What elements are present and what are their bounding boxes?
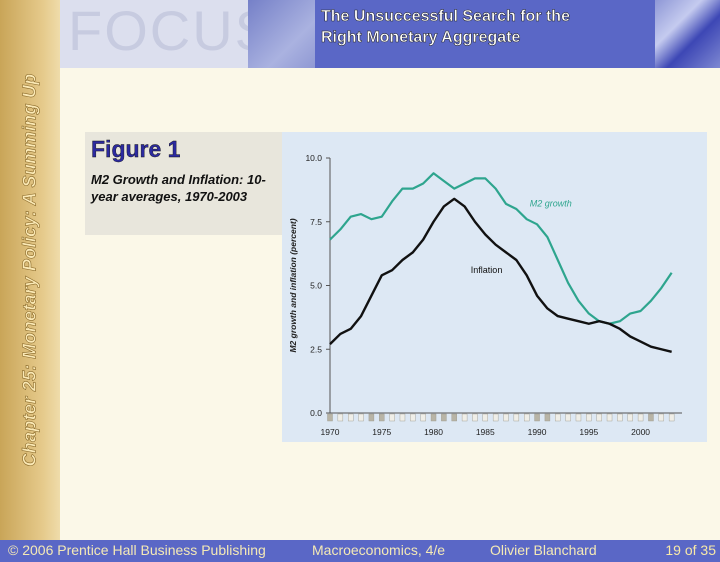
footer-book-title: Macroeconomics, 4/e (312, 542, 446, 558)
y-tick-label: 0.0 (310, 408, 322, 418)
y-tick-label: 2.5 (310, 344, 322, 354)
y-tick-label: 5.0 (310, 281, 322, 291)
x-year-box (410, 413, 416, 422)
y-tick-label: 10.0 (305, 153, 322, 163)
slide-title: The Unsuccessful Search for the Right Mo… (321, 8, 570, 47)
x-year-box (596, 413, 602, 422)
x-year-box (606, 413, 613, 422)
x-year-box (337, 413, 344, 422)
footer-copyright: © 2006 Prentice Hall Business Publishing (8, 542, 266, 558)
page-current: 19 (665, 542, 681, 558)
inflation-label: Inflation (471, 265, 503, 275)
x-year-box (565, 413, 571, 422)
slide-title-box: The Unsuccessful Search for the Right Mo… (315, 0, 655, 68)
x-year-box (524, 413, 530, 422)
x-year-box (482, 413, 488, 422)
focus-banner-word: FOCUS (68, 0, 274, 62)
x-year-box (544, 413, 551, 422)
chapter-sideband: Chapter 25: Monetary Policy: A Summing U… (0, 0, 60, 540)
x-year-box (327, 413, 333, 422)
x-year-box (658, 413, 664, 422)
x-year-box (617, 413, 623, 422)
chapter-title: Chapter 25: Monetary Policy: A Summing U… (19, 73, 40, 467)
figure-label: Figure 1 (91, 136, 181, 162)
footer-author: Olivier Blanchard (490, 542, 597, 558)
x-year-box (668, 413, 675, 422)
x-year-box (555, 413, 561, 422)
y-axis-label: M2 growth and inflation (percent) (288, 218, 298, 352)
x-year-box (430, 413, 437, 422)
inflation-line (329, 197, 672, 353)
x-year-box (399, 413, 406, 422)
m2-growth-label: M2 growth (530, 198, 572, 208)
y-tick-label: 7.5 (310, 217, 322, 227)
figure-caption: M2 Growth and Inflation: 10-year average… (91, 172, 266, 204)
x-tick-label: 2000 (631, 427, 650, 437)
focus-banner: FOCUS The Unsuccessful Search for the Ri… (60, 0, 720, 68)
figure-label-panel: Figure 1 M2 Growth and Inflation: 10-yea… (85, 132, 283, 235)
x-year-box (420, 413, 426, 422)
x-year-box (648, 413, 654, 422)
line-chart: 0.0 2.5 5.0 7.5 10.0 1970 1975 1980 1985 1990 1995… (288, 153, 682, 437)
x-year-box (348, 413, 354, 422)
x-year-box (492, 413, 499, 422)
x-year-box (368, 413, 375, 422)
x-year-box (472, 413, 478, 422)
x-year-box (534, 413, 540, 422)
x-year-box (513, 413, 520, 422)
chart-panel: 0.0 2.5 5.0 7.5 10.0 1970 1975 1980 1985 1990 1995… (282, 132, 707, 442)
x-year-box (627, 413, 633, 422)
x-year-box (389, 413, 395, 422)
x-year-box (575, 413, 582, 422)
x-year-box (379, 413, 385, 422)
x-year-box (503, 413, 509, 422)
x-tick-label: 1990 (528, 427, 547, 437)
x-tick-label: 1970 (321, 427, 340, 437)
x-tick-label: 1980 (424, 427, 443, 437)
footer-page-number: 19 of 35 (665, 542, 716, 558)
x-year-box (358, 413, 364, 422)
x-year-box (441, 413, 447, 422)
x-year-box (637, 413, 644, 422)
x-tick-label: 1985 (476, 427, 495, 437)
x-tick-label: 1975 (372, 427, 391, 437)
banner-decoration-right (655, 0, 720, 68)
footer-bar: © 2006 Prentice Hall Business Publishing… (0, 540, 720, 562)
x-tick-label: 1995 (579, 427, 598, 437)
page-total: of 35 (684, 542, 716, 558)
x-year-box (461, 413, 468, 422)
m2-growth-line (329, 172, 673, 325)
x-year-box (451, 413, 457, 422)
x-year-box (586, 413, 592, 422)
